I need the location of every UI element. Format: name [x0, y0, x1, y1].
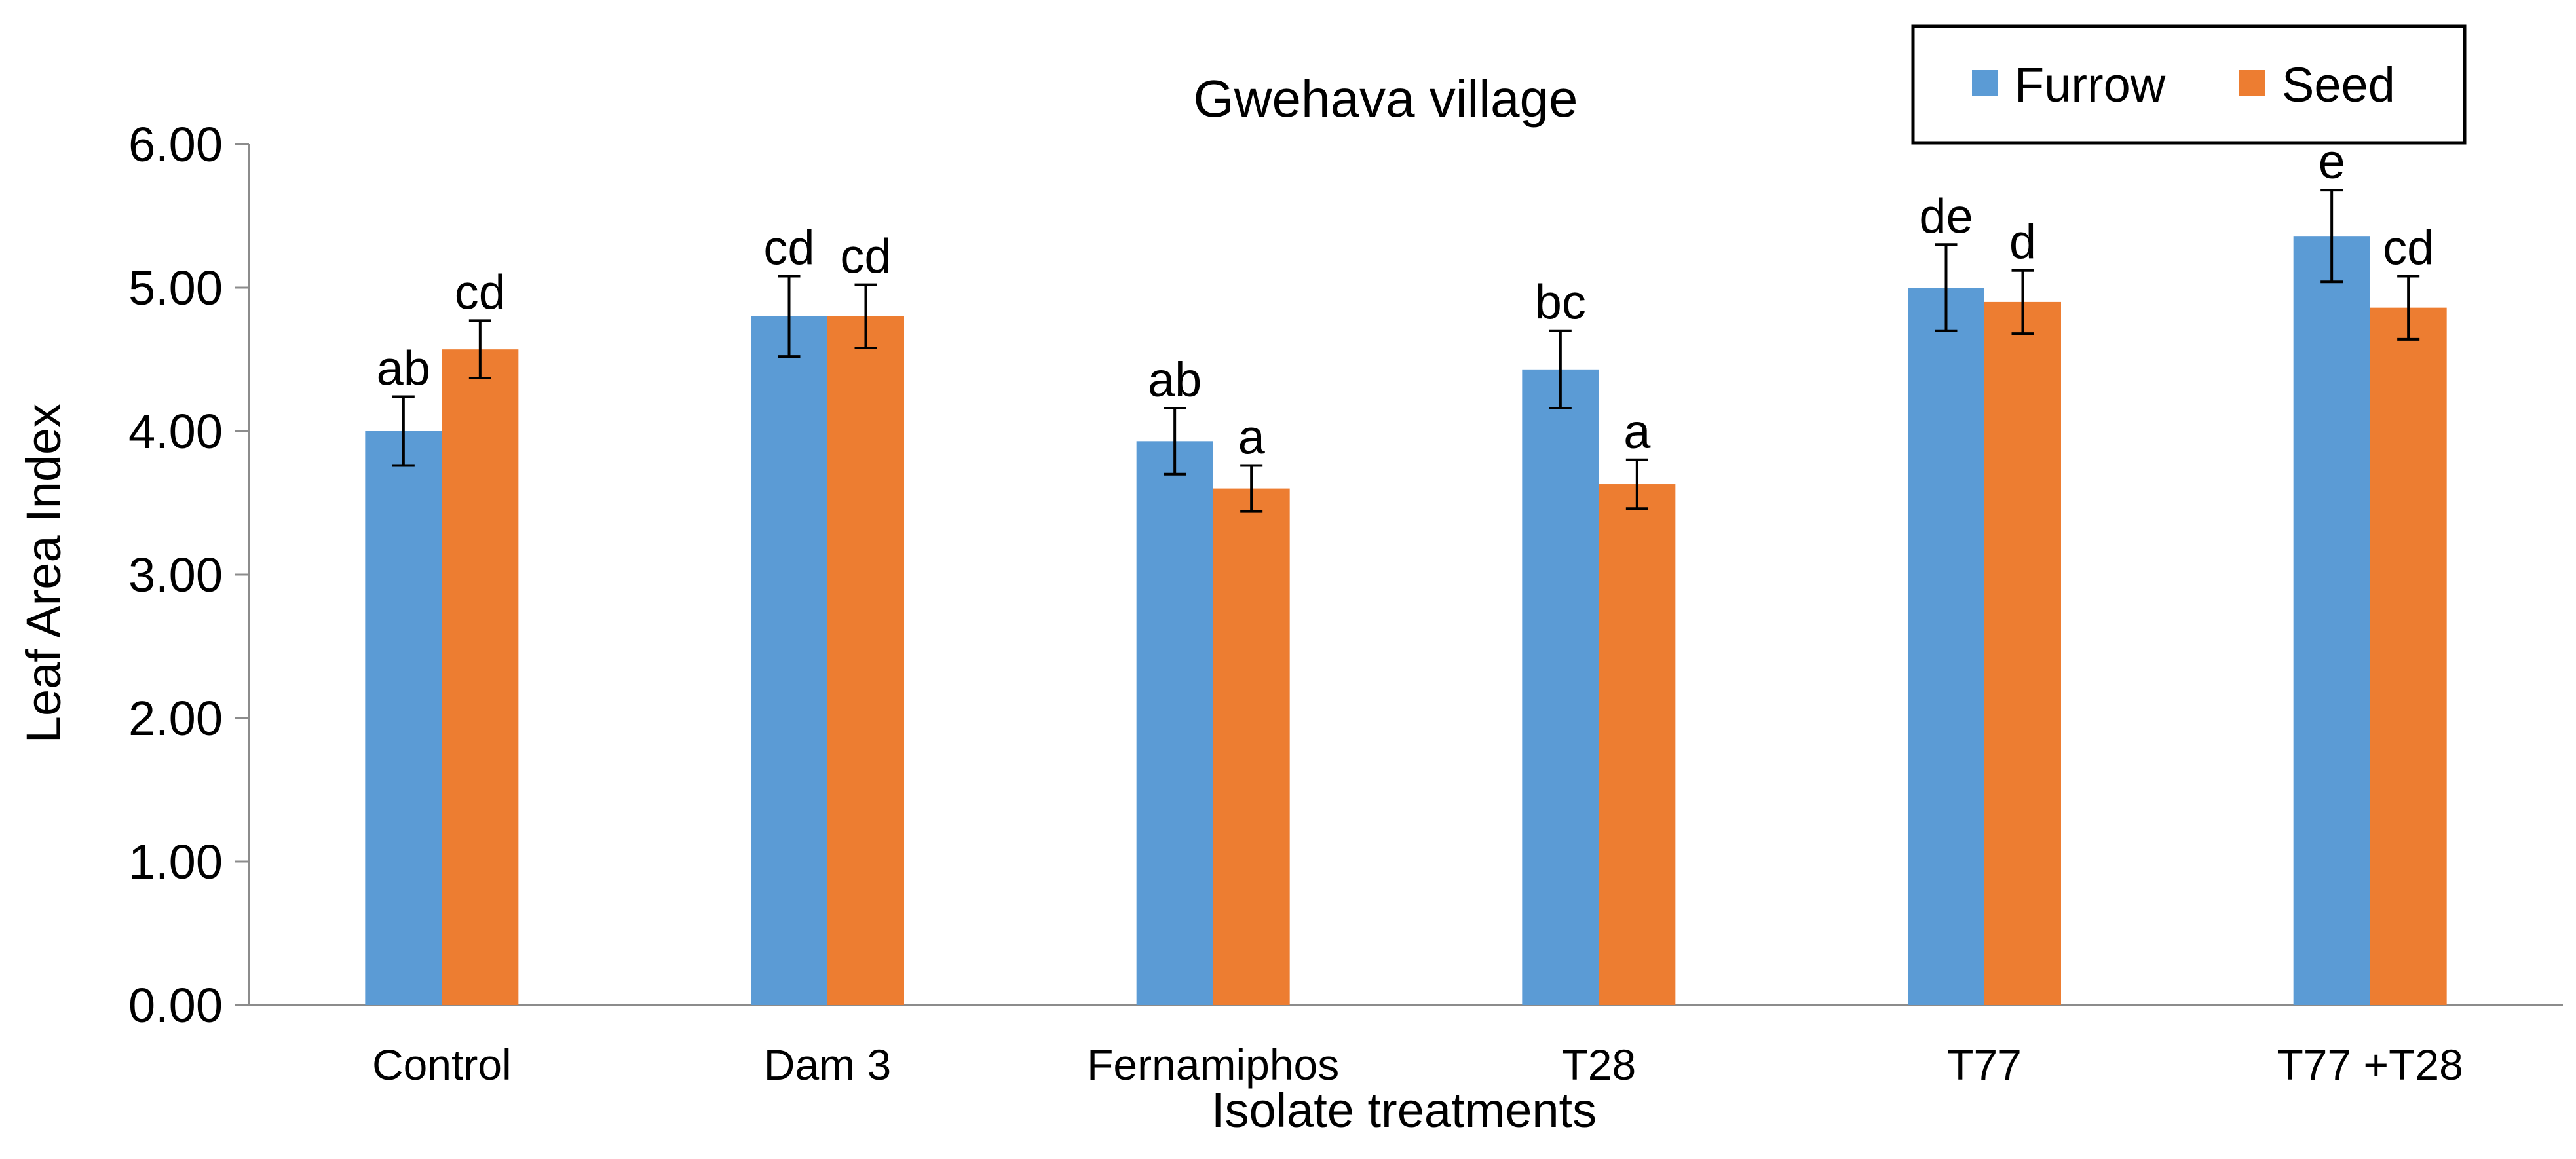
y-tick-label: 5.00 — [128, 261, 223, 315]
y-tick-label: 2.00 — [128, 691, 223, 746]
axes: 0.00 1.00 2.00 3.00 4.00 5.00 6.00 Control Dam 3… — [128, 117, 2563, 1089]
significance-letter: bc — [1535, 275, 1586, 330]
bar-furrow — [1908, 288, 1984, 1005]
significance-letter: cd — [2383, 220, 2434, 275]
bar-seed — [1213, 488, 1290, 1005]
x-tick-label: T77 +T28 — [2277, 1040, 2463, 1089]
bar-seed — [1984, 301, 2061, 1005]
y-tick-label: 0.00 — [128, 978, 223, 1033]
legend: Furrow Seed — [1911, 24, 2467, 145]
error-bars — [392, 189, 2420, 513]
legend-label-furrow: Furrow — [2015, 58, 2166, 112]
chart-title: Gwehava village — [1194, 69, 1578, 128]
y-tick-label: 3.00 — [128, 548, 223, 602]
significance-letter: ab — [377, 341, 430, 395]
x-tick-label: Fernamiphos — [1087, 1040, 1339, 1089]
significance-letter: a — [1238, 410, 1266, 465]
bar-seed — [827, 316, 904, 1005]
y-axis-label: Leaf Area Index — [16, 404, 71, 743]
legend-box — [1911, 24, 2467, 145]
y-tick-label: 1.00 — [128, 835, 223, 889]
y-tick-label: 4.00 — [128, 404, 223, 459]
bar-furrow — [2293, 236, 2370, 1005]
significance-letter: ab — [1148, 352, 1202, 407]
significance-letter: cd — [840, 229, 891, 284]
x-tick-label: Dam 3 — [764, 1040, 891, 1089]
bar-seed — [2370, 307, 2447, 1005]
significance-letter: de — [1919, 189, 1973, 243]
bar-seed — [1599, 484, 1676, 1005]
x-tick-label: T28 — [1561, 1040, 1636, 1089]
bars — [365, 236, 2447, 1005]
significance-letter: a — [1623, 404, 1651, 459]
y-tick-label: 6.00 — [128, 117, 223, 172]
bar-furrow — [365, 431, 442, 1005]
legend-swatch-furrow — [1972, 70, 1998, 96]
significance-letter: d — [2009, 215, 2036, 269]
bar-furrow — [1136, 441, 1213, 1005]
legend-label-seed: Seed — [2282, 58, 2395, 112]
bar-furrow — [1522, 369, 1599, 1005]
significance-letter: cd — [455, 265, 506, 319]
x-axis-label: Isolate treatments — [1211, 1083, 1597, 1137]
bar-furrow — [751, 316, 827, 1005]
x-tick-label: T77 — [1947, 1040, 2022, 1089]
x-tick-label: Control — [372, 1040, 512, 1089]
legend-swatch-seed — [2239, 70, 2265, 96]
significance-letter: cd — [763, 220, 814, 275]
bar-seed — [442, 349, 519, 1005]
